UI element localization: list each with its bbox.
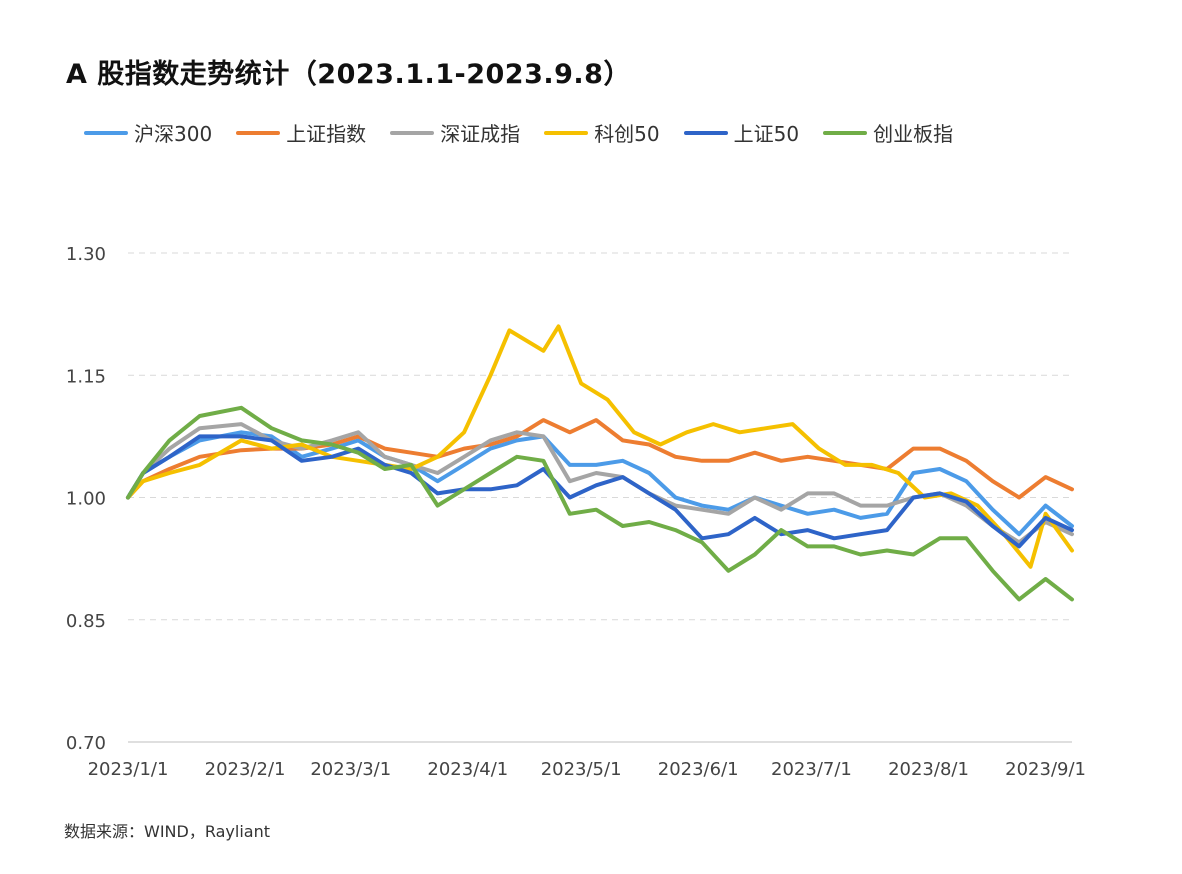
x-tick-label: 2023/2/1 (205, 759, 286, 780)
x-tick-label: 2023/3/1 (310, 759, 391, 780)
x-tick-label: 2023/7/1 (771, 759, 852, 780)
legend-swatch-star50 (544, 130, 589, 135)
legend-item-shanghai-composite: 上证指数 (236, 118, 366, 147)
y-tick-label: 0.85 (66, 611, 106, 632)
legend-swatch-shenzhen-component (390, 130, 435, 135)
legend-label-chinext: 创业板指 (873, 122, 954, 146)
chart-legend: 沪深300 上证指数 深证成指 科创50 上证50 创业板指 (84, 118, 977, 147)
x-tick-label: 2023/8/1 (888, 759, 969, 780)
legend-item-hs300: 沪深300 (84, 118, 212, 147)
y-tick-label: 1.00 (66, 489, 106, 510)
x-tick-label: 2023/6/1 (658, 759, 739, 780)
legend-label-shanghai-composite: 上证指数 (286, 122, 367, 146)
legend-label-star50: 科创50 (594, 122, 660, 146)
legend-label-shenzhen-component: 深证成指 (440, 122, 521, 146)
legend-item-chinext: 创业板指 (823, 118, 953, 147)
y-tick-label: 0.70 (66, 733, 106, 754)
series-line-上证50 (126, 434, 1074, 549)
y-tick-label: 1.30 (66, 244, 106, 265)
legend-swatch-hs300 (84, 130, 128, 135)
legend-item-shenzhen-component: 深证成指 (390, 118, 520, 147)
chart-title: A 股指数走势统计（2023.1.1-2023.9.8） (66, 59, 631, 90)
x-tick-label: 2023/4/1 (427, 759, 508, 780)
series-line-沪深300 (126, 430, 1074, 537)
series-line-创业板指 (126, 405, 1074, 602)
y-tick-label: 1.15 (66, 366, 106, 387)
x-tick-label: 2023/1/1 (88, 759, 169, 780)
x-tick-label: 2023/9/1 (1005, 759, 1086, 780)
x-tick-label: 2023/5/1 (541, 759, 622, 780)
legend-label-hs300: 沪深300 (134, 122, 213, 146)
series-line-科创50 (126, 324, 1074, 569)
source-note: 数据来源：WIND，Rayliant (64, 822, 270, 841)
legend-swatch-chinext (823, 130, 868, 135)
legend-item-sse50: 上证50 (683, 118, 800, 147)
legend-label-sse50: 上证50 (733, 122, 800, 146)
legend-swatch-shanghai-composite (236, 130, 281, 135)
legend-swatch-sse50 (683, 130, 728, 135)
legend-item-star50: 科创50 (544, 118, 660, 147)
